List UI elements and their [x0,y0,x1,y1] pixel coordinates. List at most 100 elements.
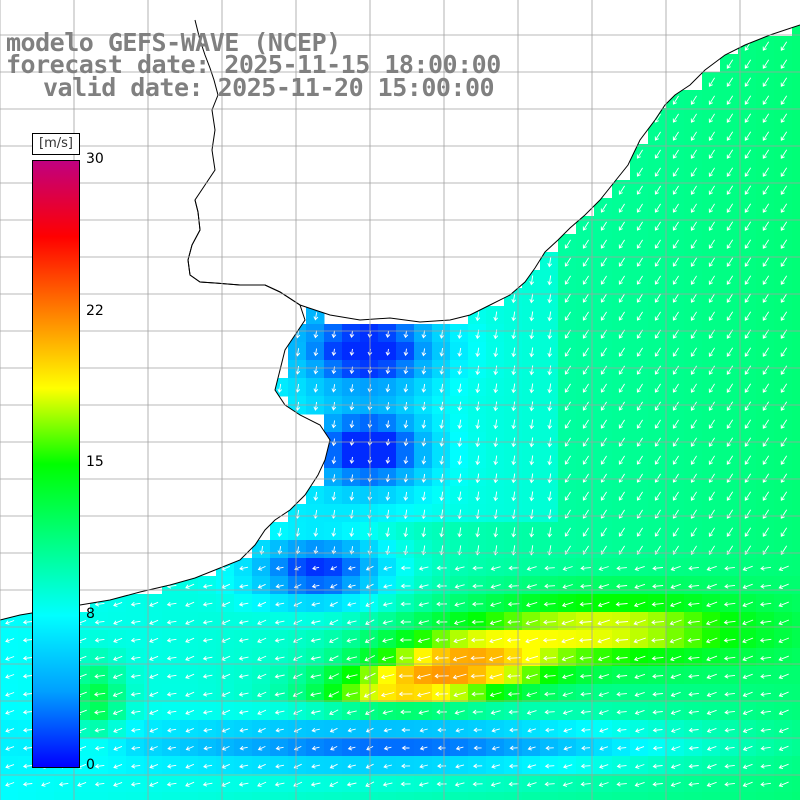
wind-arrow [654,257,661,267]
wind-arrow [670,763,681,769]
wind-arrow [580,565,591,571]
wind-arrow [633,637,646,644]
wind-arrow [563,728,573,733]
wind-arrow [708,401,715,411]
wind-arrow [616,691,627,697]
wind-arrow [41,782,51,787]
wind-arrow [112,673,123,679]
wind-arrow [744,257,752,267]
wind-arrow [274,692,285,697]
wind-arrow [472,763,483,769]
wind-arrow [311,745,320,751]
wind-arrow [439,455,445,465]
wind-arrow [149,727,158,733]
wind-arrow [726,95,734,105]
wind-arrow [403,456,409,465]
wind-arrow [726,293,734,303]
wind-arrow [257,565,266,571]
wind-arrow [526,692,538,698]
wind-arrow [472,565,483,571]
wind-arrow [311,601,321,607]
wind-arrow [5,746,15,751]
wind-arrow [257,637,267,643]
wind-arrow [778,637,790,644]
wind-arrow [618,293,625,303]
wind-arrow [545,745,554,751]
wind-arrow [742,673,753,680]
wind-arrow [690,275,697,285]
wind-arrow [525,673,538,680]
wind-arrow [581,745,591,751]
wind-arrow [329,601,338,607]
wind-arrow [582,491,589,501]
wind-arrow [760,763,771,769]
wind-arrow [670,781,681,787]
wind-arrow [582,221,589,231]
wind-arrow [349,402,355,411]
wind-arrow [580,583,592,589]
wind-arrow [634,781,645,787]
wind-arrow [493,419,499,430]
wind-arrow [22,655,33,661]
wind-arrow [491,746,500,751]
wind-arrow [636,365,643,375]
wind-arrow [238,781,249,787]
wind-arrow [778,781,789,788]
wind-arrow [760,565,772,571]
wind-arrow [547,347,553,358]
wind-arrow [582,311,589,321]
wind-arrow [688,745,699,751]
wind-arrow [636,311,643,321]
wind-arrow [690,419,697,429]
wind-arrow [399,655,413,661]
wind-arrow [780,185,788,195]
wind-arrow [149,781,159,787]
wind-arrow [780,311,788,321]
wind-arrow [672,491,679,501]
wind-arrow [688,565,699,571]
wind-arrow [706,781,717,787]
wind-arrow [724,763,735,769]
wind-arrow [547,473,553,484]
wind-arrow [383,745,392,751]
wind-arrow [654,131,661,141]
wind-arrow [600,221,607,231]
wind-arrow [708,167,715,177]
wind-arrow [706,727,717,733]
wind-arrow [564,293,571,303]
wind-arrow [418,782,429,787]
wind-arrow [760,691,771,697]
wind-arrow [726,527,734,537]
wind-arrow [185,637,195,643]
wind-arrow [780,455,788,465]
wind-arrow [347,583,356,589]
wind-arrow [636,239,643,249]
wind-arrow [529,419,535,430]
wind-arrow [529,275,535,286]
wind-arrow [708,95,715,105]
wind-arrow [706,583,717,590]
wind-arrow [453,691,466,698]
wind-arrow [293,763,302,769]
wind-arrow [385,527,391,538]
wind-arrow [401,745,410,751]
wind-arrow [582,239,589,249]
colorbar-tick-label: 30 [86,151,104,167]
wind-arrow [600,455,607,465]
wind-arrow [744,419,752,429]
wind-arrow [257,601,267,607]
wind-arrow [527,746,536,751]
wind-arrow [762,239,770,249]
wind-arrow [564,527,571,537]
wind-arrow [726,185,734,195]
wind-arrow [202,709,213,715]
wind-arrow [672,275,679,285]
wind-arrow [544,709,555,715]
wind-arrow [418,710,429,715]
wind-arrow [744,347,752,357]
wind-arrow [475,347,481,358]
wind-arrow [547,311,553,322]
wind-arrow [762,455,770,465]
wind-arrow [239,727,248,733]
wind-arrow [634,764,645,769]
